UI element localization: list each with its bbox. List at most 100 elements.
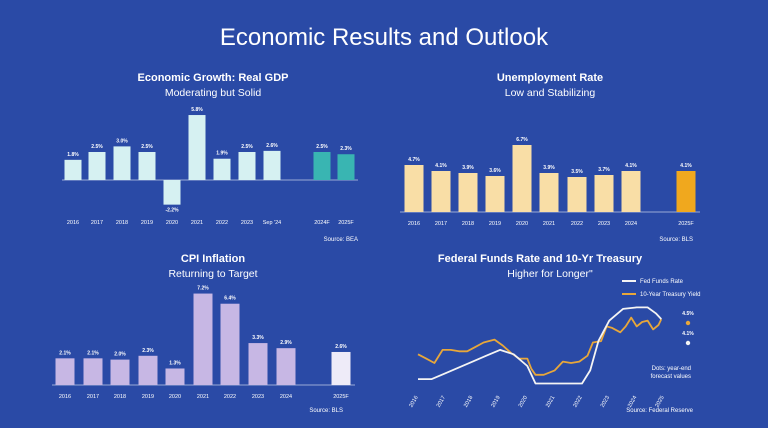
unemp-bar — [404, 165, 424, 212]
unemp-tick-label: 2021 — [543, 221, 555, 227]
rates-source: Source: Federal Reserve — [626, 408, 693, 414]
unemployment-source: Source: BLS — [659, 237, 693, 243]
cpi-tick-label: 2023 — [252, 394, 264, 400]
gdp-tick-label: Sep '24 — [263, 220, 281, 226]
gdp-source: Source: BEA — [324, 237, 358, 243]
gdp-subtitle: Moderating but Solid — [165, 87, 261, 99]
legend-label: 10-Year Treasury Yield — [640, 292, 700, 298]
gdp-tick-label: 2022 — [216, 220, 228, 226]
cpi-tick-label: 2025F — [333, 394, 349, 400]
rates-legend: Fed Funds Rate 10-Year Treasury Yield — [622, 279, 700, 298]
cpi-bar — [138, 355, 158, 385]
unemp-bar — [485, 176, 505, 212]
unemp-bar — [594, 175, 614, 212]
unemp-data-label: 6.7% — [516, 137, 528, 143]
cpi-bar — [276, 348, 296, 385]
gdp-bar — [64, 159, 82, 180]
gdp-data-label: 1.8% — [67, 152, 79, 158]
gdp-tick-label: 2023 — [241, 220, 253, 226]
cpi-data-label: 2.1% — [59, 350, 71, 356]
cpi-panel: CPI Inflation Returning to Target 2.1% 20… — [52, 253, 355, 414]
cpi-tick-label: 2019 — [142, 394, 154, 400]
gdp-tick-label: 2016 — [67, 220, 79, 226]
cpi-subtitle: Returning to Target — [168, 268, 257, 280]
cpi-data-label: 6.4% — [224, 296, 236, 302]
cpi-data-label: 2.9% — [280, 340, 292, 346]
gdp-bar — [313, 152, 331, 180]
cpi-tick-label: 2017 — [87, 394, 99, 400]
cpi-data-label: 1.3% — [169, 360, 181, 366]
gdp-data-label: 2.5% — [91, 144, 103, 150]
gdp-tick-label: 2017 — [91, 220, 103, 226]
unemp-data-label: 3.5% — [571, 169, 583, 175]
gdp-bar — [263, 150, 281, 180]
legend-label: Fed Funds Rate — [640, 279, 684, 285]
gdp-tick-label: 2021 — [191, 220, 203, 226]
rates-subtitle: Higher for Longer" — [507, 268, 593, 280]
gdp-bar — [113, 146, 131, 180]
unemp-data-label: 4.1% — [435, 163, 447, 169]
gdp-tick-label: 2025F — [338, 220, 354, 226]
unemp-tick-label: 2017 — [435, 221, 447, 227]
slide-title: Economic Results and Outlook — [219, 24, 549, 51]
unemployment-bars: 4.7% 2016 4.1% 2017 3.9% 2018 3.6% 2019 6.7% 2020… — [400, 137, 700, 227]
cpi-data-label: 2.0% — [114, 352, 126, 358]
unemp-tick-label: 2020 — [516, 221, 528, 227]
cpi-tick-label: 2018 — [114, 394, 126, 400]
gdp-data-label: 3.0% — [116, 138, 128, 144]
cpi-source: Source: BLS — [309, 408, 343, 414]
rates-tick-label: 2020 — [518, 395, 529, 409]
unemp-bar — [431, 171, 451, 212]
cpi-bar — [110, 359, 130, 385]
unemp-data-label: 3.6% — [489, 168, 501, 174]
unemp-bar — [567, 177, 587, 212]
gdp-data-label: 2.6% — [266, 143, 278, 149]
gdp-data-label: 2.5% — [241, 144, 253, 150]
unemp-data-label: 3.9% — [543, 165, 555, 171]
unemployment-subtitle: Low and Stabilizing — [505, 87, 596, 99]
gdp-data-label: -2.2% — [165, 208, 179, 214]
gdp-bar — [138, 152, 156, 180]
unemp-tick-label: 2019 — [489, 221, 501, 227]
cpi-bar — [193, 293, 213, 385]
rates-tick-label: 2019 — [490, 395, 501, 409]
rates-title: Federal Funds Rate and 10-Yr Treasury — [438, 253, 643, 265]
rates-tick-label: 2024 — [627, 395, 638, 409]
unemp-bar — [512, 145, 532, 212]
cpi-tick-label: 2016 — [59, 394, 71, 400]
unemp-data-label: 3.7% — [598, 167, 610, 173]
gdp-tick-label: 2020 — [166, 220, 178, 226]
cpi-bar — [165, 368, 185, 385]
gdp-bar — [337, 154, 355, 180]
unemp-tick-label: 2016 — [408, 221, 420, 227]
gdp-panel: Economic Growth: Real GDP Moderating but… — [62, 72, 358, 243]
rates-panel: Federal Funds Rate and 10-Yr Treasury Hi… — [408, 253, 700, 414]
rates-tick-label: 2016 — [408, 395, 419, 409]
unemp-data-label: 4.1% — [625, 163, 637, 169]
gdp-data-label: 1.9% — [216, 151, 228, 157]
unemployment-panel: Unemployment Rate Low and Stabilizing 4.… — [400, 72, 700, 243]
rates-tick-label: 2025 — [654, 395, 665, 409]
rates-lines: 2016 2017 2018 2019 2020 2021 2022 2023 2024 2025 — [408, 306, 666, 409]
cpi-bar — [83, 358, 103, 385]
gdp-data-label: 5.8% — [191, 107, 203, 113]
unemp-tick-label: 2025F — [678, 221, 694, 227]
cpi-tick-label: 2021 — [197, 394, 209, 400]
gdp-bar — [188, 115, 206, 180]
forecast-dot — [685, 320, 691, 326]
forecast-label: 4.1% — [682, 331, 694, 337]
cpi-bar — [220, 303, 240, 385]
forecast-label: 4.5% — [682, 311, 694, 317]
cpi-bar — [248, 343, 268, 385]
treasury-yield-line — [417, 316, 663, 376]
rates-markers: 4.5% 4.1% — [682, 311, 694, 346]
rates-tick-label: 2022 — [572, 395, 583, 409]
cpi-data-label: 7.2% — [197, 286, 209, 292]
fed-funds-line — [418, 306, 662, 385]
unemp-data-label: 3.9% — [462, 165, 474, 171]
unemp-tick-label: 2022 — [571, 221, 583, 227]
gdp-bar — [163, 180, 181, 205]
cpi-title: CPI Inflation — [181, 253, 245, 265]
cpi-data-label: 2.1% — [87, 350, 99, 356]
